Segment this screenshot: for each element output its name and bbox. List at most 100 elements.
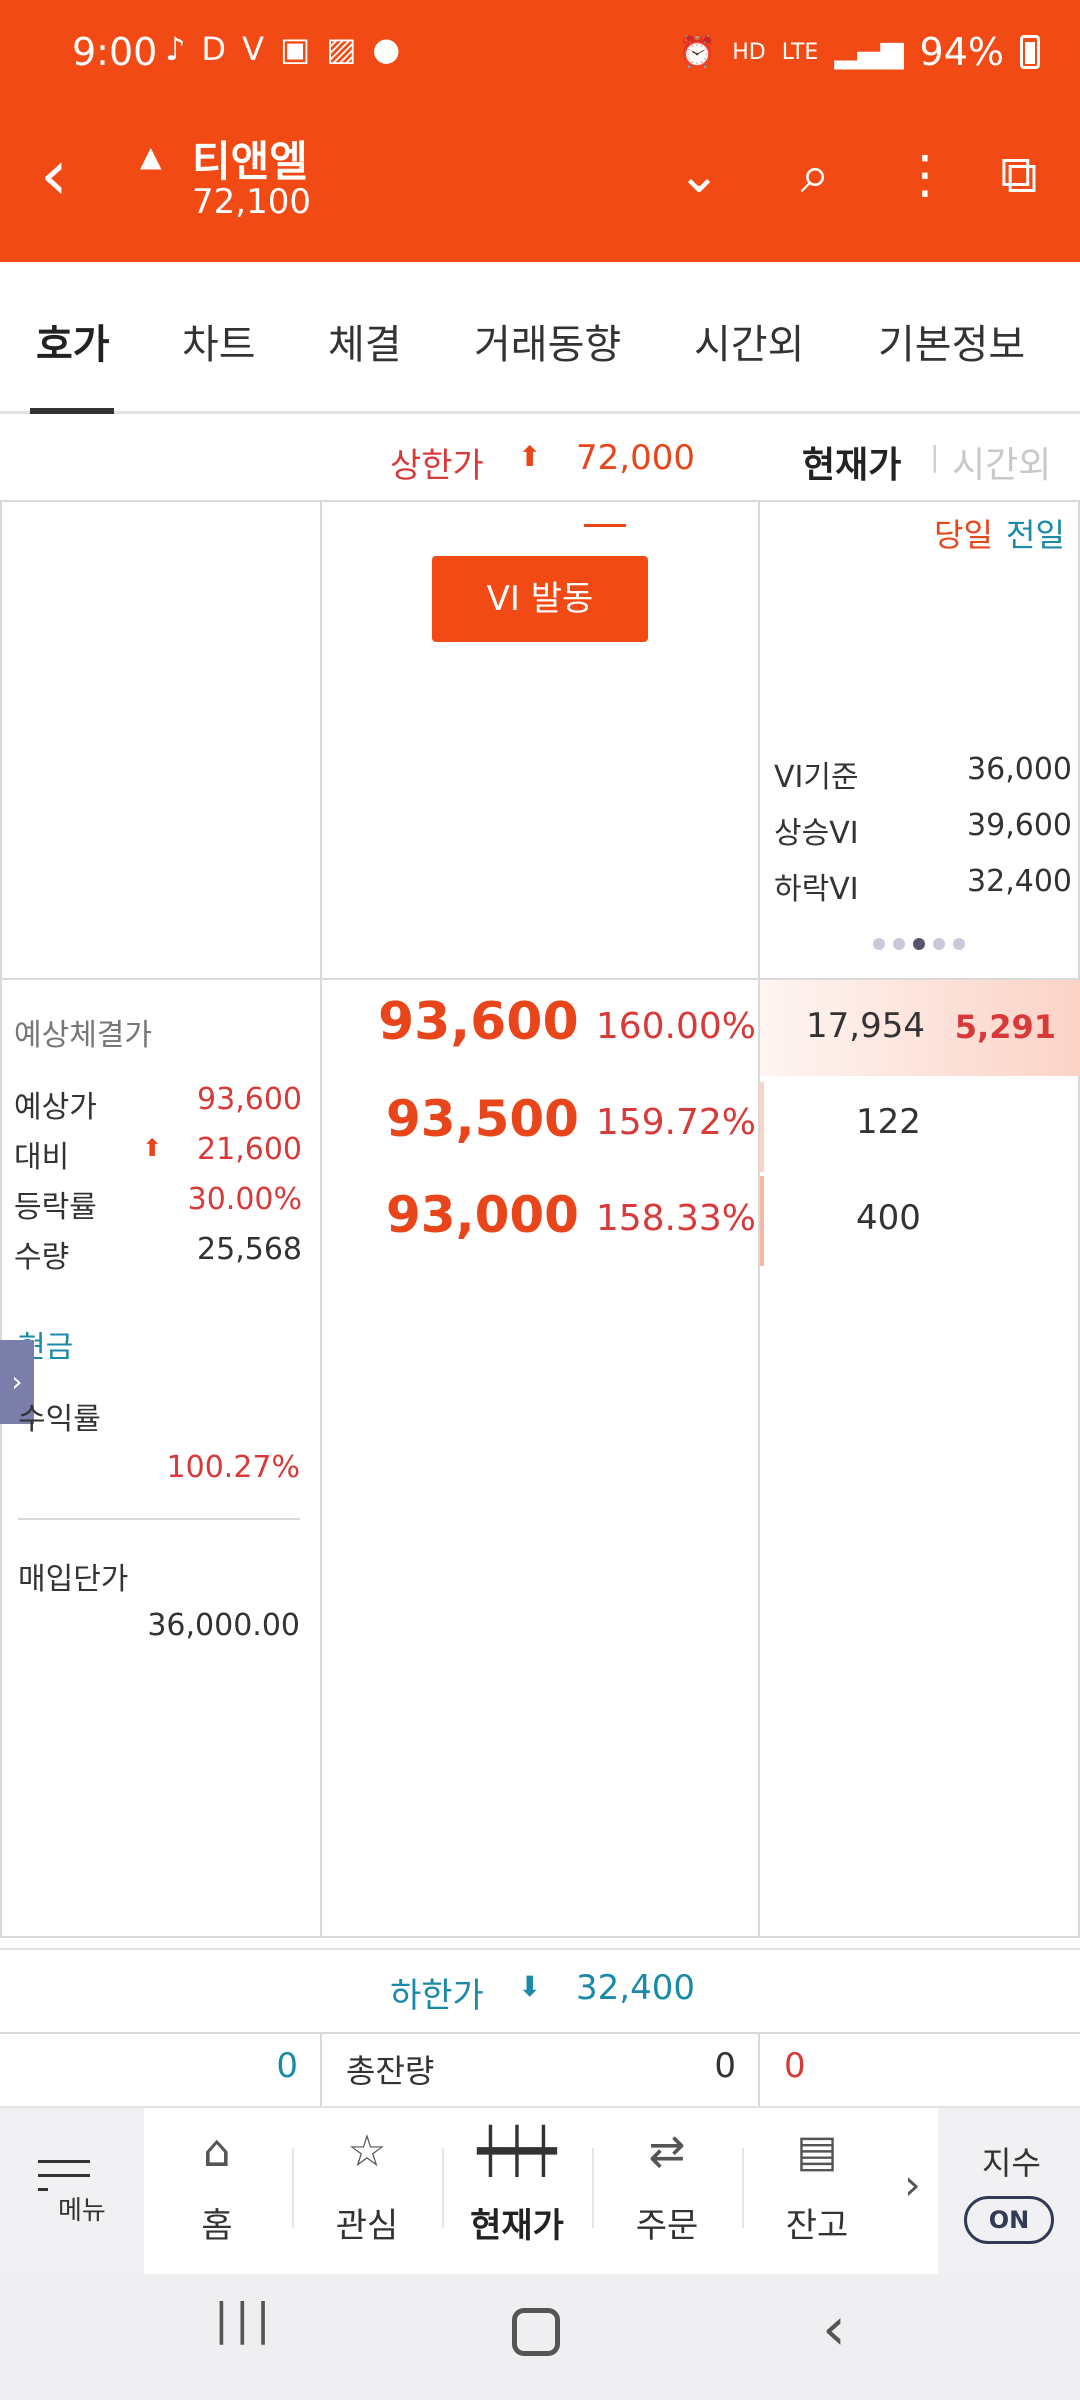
rate-label: 등락률 [14, 1190, 97, 1225]
nav-separator [442, 2148, 444, 2228]
chevron-right-icon[interactable]: › [904, 2160, 921, 2209]
change-value: 21,600 [197, 1132, 302, 1167]
gallery-icon: ▨ [326, 30, 357, 68]
tab-basic-info[interactable]: 기본정보 [878, 322, 1026, 368]
arrow-up-icon: ⬆ [518, 440, 542, 473]
nav-balance-label: 잔고 [785, 2206, 849, 2246]
order-qty[interactable]: 17,954 [806, 1006, 925, 1046]
nav-order[interactable]: ⇄ 주문 [592, 2108, 742, 2276]
nav-home[interactable]: ⌂ 홈 [142, 2108, 292, 2276]
tab-active-indicator [30, 408, 114, 414]
tab-hoga[interactable]: 호가 [36, 322, 110, 368]
chevron-down-icon[interactable]: ⌄ [677, 145, 721, 205]
index-panel: 지수 ON [938, 2108, 1080, 2276]
yield-label: 수익률 [18, 1402, 101, 1437]
page-dot-active [913, 938, 925, 950]
rate-value: 30.00% [187, 1182, 302, 1217]
stock-name[interactable]: 티앤엘 [192, 137, 308, 186]
order-rate: 160.00% [595, 1006, 756, 1047]
candle-icon: ┿┿┿ [477, 2126, 557, 2177]
search-icon[interactable]: ⌕ [800, 145, 830, 205]
dex-icon: D [201, 30, 227, 68]
chevron-right-icon[interactable]: › [0, 1340, 34, 1424]
nav-balance[interactable]: ▤ 잔고 [742, 2108, 892, 2276]
total-remaining: 0 [714, 2046, 736, 2086]
status-right: ⏰ HD LTE ▂▄▆ 94% [679, 30, 1040, 74]
hd-voice-icon: HD [732, 39, 766, 65]
trend-up-icon: ▲ [140, 140, 162, 173]
grid-bottom-line [0, 1936, 1080, 1938]
back-button[interactable]: ‹ [40, 134, 68, 216]
current-price-toggle[interactable]: 현재가 [802, 445, 902, 486]
nav-separator [742, 2148, 744, 2228]
volume-value: 25,568 [197, 1232, 302, 1267]
order-rate: 158.33% [595, 1198, 756, 1239]
order-extra: 5,291 [954, 1008, 1056, 1046]
page-indicator[interactable] [873, 938, 965, 950]
tab-chart[interactable]: 차트 [182, 322, 256, 368]
prev-day-toggle[interactable]: 전일 [1006, 516, 1065, 554]
order-price[interactable]: 93,500 [386, 1090, 579, 1148]
grid-right-border [1078, 502, 1080, 1938]
page-dot [873, 938, 885, 950]
v3-icon: V [242, 30, 264, 68]
app-header: 9:00 ♪ D V ▣ ▨ ● ⏰ HD LTE ▂▄▆ 94% ‹ ▲ 티앤… [0, 0, 1080, 262]
grid-col1-border [320, 502, 322, 1938]
expected-price-value: 93,600 [197, 1082, 302, 1117]
nav-watchlist[interactable]: ☆ 관심 [292, 2108, 442, 2276]
nav-separator [592, 2148, 594, 2228]
home-nav-icon[interactable] [512, 2308, 560, 2356]
recent-apps-icon[interactable]: ||| [214, 2294, 277, 2345]
bottom-nav: 메뉴 ⌂ 홈 ☆ 관심 ┿┿┿ 현재가 ⇄ 주문 ▤ 잔고 › 지수 ON [0, 2106, 1080, 2276]
nav-current-price[interactable]: ┿┿┿ 현재가 [442, 2108, 592, 2276]
index-label: 지수 [982, 2144, 1041, 2182]
status-icons: ♪ D V ▣ ▨ ● [165, 30, 400, 68]
totals-sep [758, 2034, 760, 2106]
lower-limit-label: 하한가 [390, 1976, 484, 2016]
menu-icon-line [38, 2160, 90, 2163]
yield-value: 100.27% [166, 1450, 300, 1485]
split-window-icon[interactable]: ⧉ [1000, 145, 1038, 205]
avg-price-value: 36,000.00 [147, 1608, 300, 1643]
upper-limit-label: 상한가 [390, 446, 484, 486]
battery-level: 94% [919, 30, 1004, 74]
tab-after-hours[interactable]: 시간외 [694, 322, 805, 368]
order-price[interactable]: 93,000 [386, 1186, 579, 1244]
arrow-up-icon: ⬆ [142, 1134, 163, 1162]
nav-watchlist-label: 관심 [335, 2206, 399, 2246]
upper-limit-value: 72,000 [576, 438, 695, 478]
order-price[interactable]: 93,600 [378, 992, 579, 1052]
menu-label: 메뉴 [58, 2196, 106, 2226]
back-nav-icon[interactable]: ‹ [822, 2294, 846, 2364]
more-icon[interactable]: ⋮ [899, 145, 951, 205]
grid-mid-line [0, 978, 1080, 980]
nav-order-label: 주문 [635, 2206, 699, 2246]
avg-price-label: 매입단가 [18, 1562, 129, 1597]
system-nav-bar: ||| ‹ [0, 2274, 1080, 2400]
balance-icon: ▤ [796, 2126, 838, 2177]
order-qty[interactable]: 400 [856, 1198, 921, 1238]
vi-base-label: VI기준 [774, 760, 859, 795]
index-toggle[interactable]: ON [964, 2196, 1054, 2244]
order-qty[interactable]: 122 [856, 1102, 921, 1142]
today-toggle[interactable]: 당일 [934, 516, 993, 554]
tab-trades[interactable]: 체결 [328, 322, 402, 368]
upper-limit-row: 상한가 ⬆ 72,000 현재가 | 시간외 [0, 416, 1080, 502]
total-remaining-label: 총잔량 [346, 2052, 435, 2090]
volume-label: 수량 [14, 1240, 70, 1275]
vi-trigger-button[interactable]: VI 발동 [432, 556, 648, 642]
swap-icon: ⇄ [648, 2126, 686, 2177]
nav-home-label: 홈 [201, 2206, 233, 2246]
home-icon: ⌂ [203, 2126, 231, 2177]
tab-trend[interactable]: 거래동향 [474, 322, 622, 368]
vi-up-value: 39,600 [967, 808, 1072, 843]
page-dot [953, 938, 965, 950]
expected-price-label: 예상가 [14, 1090, 97, 1125]
vi-base-value: 36,000 [967, 752, 1072, 787]
menu-button[interactable]: 메뉴 [0, 2108, 144, 2276]
grid-col2-border [758, 502, 760, 1938]
menu-icon-line [38, 2174, 90, 2177]
grid-left-border [0, 502, 2, 1938]
after-hours-toggle[interactable]: 시간외 [952, 445, 1052, 486]
stock-price: 72,100 [192, 182, 311, 222]
